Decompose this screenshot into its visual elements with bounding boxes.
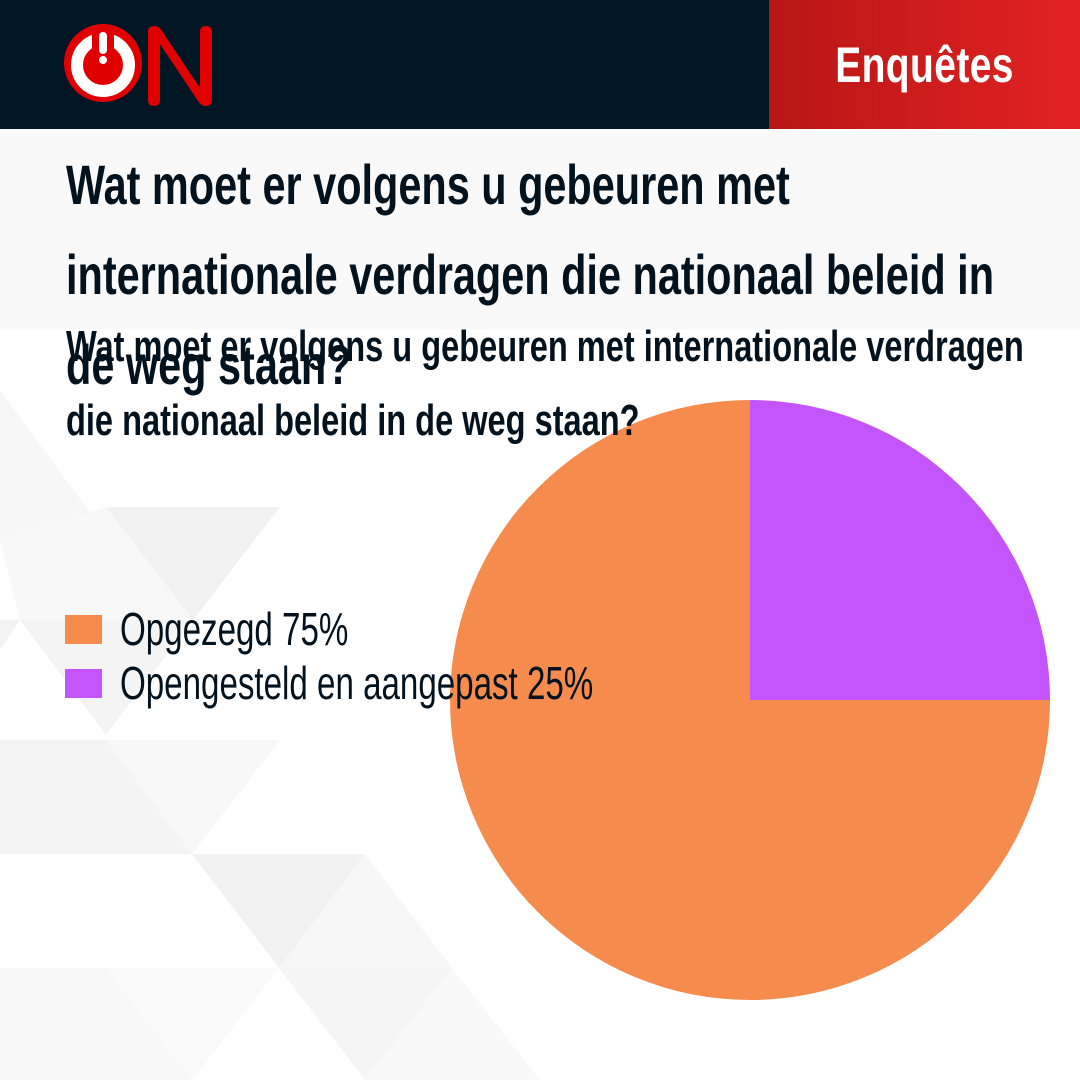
section-label: Enquêtes [835, 36, 1014, 93]
on-logo[interactable] [62, 22, 224, 108]
chart-legend: Opgezegd 75% Opengesteld en aangepast 25… [65, 602, 777, 710]
pie-chart [450, 400, 1050, 1000]
section-tag-enquetes[interactable]: Enquêtes [769, 0, 1080, 129]
page-title: Wat moet er volgens u gebeuren met inter… [66, 153, 995, 396]
legend-item-opgezegd: Opgezegd 75% [65, 602, 777, 656]
chart-title: Wat moet er volgens u gebeuren met inter… [66, 322, 1024, 445]
header-bar: Enquêtes [0, 0, 1080, 129]
legend-item-opengesteld: Opengesteld en aangepast 25% [65, 656, 777, 710]
power-icon [99, 32, 107, 54]
legend-swatch-orange [65, 614, 102, 644]
legend-label: Opgezegd 75% [120, 603, 349, 655]
legend-swatch-purple [65, 668, 102, 698]
pie-slice-opengesteld [750, 400, 1050, 700]
legend-label: Opengesteld en aangepast 25% [120, 657, 594, 709]
